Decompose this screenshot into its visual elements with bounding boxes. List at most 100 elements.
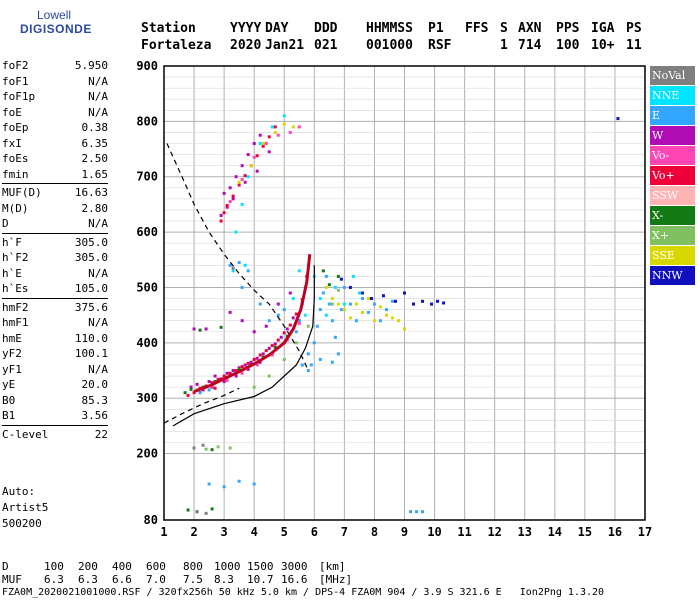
param-value: 2.50 xyxy=(81,152,109,165)
param-row: fmin 1.65 xyxy=(2,167,108,183)
data-point xyxy=(219,325,223,329)
header-label-10: IGA xyxy=(591,21,615,36)
data-point xyxy=(219,213,223,217)
param-value: 20.0 xyxy=(81,378,109,391)
data-point xyxy=(228,446,232,450)
data-point xyxy=(204,511,208,515)
data-point xyxy=(225,205,229,209)
muf-value: 16.6 xyxy=(281,573,308,586)
legend-item-x: X- xyxy=(650,206,695,225)
param-value: N/A xyxy=(88,217,108,230)
legend-item-sse: SSE xyxy=(650,246,695,265)
param-row: yF1 N/A xyxy=(2,362,108,378)
param-row: foF2 5.950 xyxy=(2,58,108,74)
data-point xyxy=(390,299,394,303)
data-point xyxy=(378,305,382,309)
data-point xyxy=(273,130,277,134)
data-point xyxy=(231,197,235,201)
data-point xyxy=(384,308,388,312)
data-point xyxy=(309,363,313,367)
data-point xyxy=(252,482,256,486)
muf-value: [MHz] xyxy=(319,573,353,586)
data-point xyxy=(282,331,286,335)
data-point xyxy=(267,150,271,154)
x-tick-label: 3 xyxy=(221,525,228,539)
header-value-11: 11 xyxy=(626,38,642,53)
header-value-1: 2020 xyxy=(230,38,262,53)
param-row: hmF1 N/A xyxy=(2,315,108,331)
profile-curve xyxy=(172,265,315,427)
param-value: N/A xyxy=(88,90,108,103)
param-key: foE xyxy=(2,105,22,119)
y-tick-label: 800 xyxy=(136,114,158,128)
param-row: foEs 2.50 xyxy=(2,151,108,167)
header-label-8: AXN xyxy=(518,21,542,36)
data-point xyxy=(258,353,262,357)
data-point xyxy=(258,360,262,364)
data-point xyxy=(225,204,229,208)
param-value: 110.0 xyxy=(74,331,108,345)
data-point xyxy=(240,178,244,181)
param-row: D N/A xyxy=(2,216,108,232)
data-point xyxy=(231,369,235,373)
data-point xyxy=(222,211,226,215)
header-label-0: Station xyxy=(141,21,196,36)
param-value: 305.0 xyxy=(74,251,108,264)
data-point xyxy=(189,387,193,391)
param-value: 22 xyxy=(94,427,108,441)
param-key: MUF(D) xyxy=(2,186,42,199)
param-key: foF2 xyxy=(2,59,29,72)
data-point xyxy=(267,346,271,350)
data-point xyxy=(207,482,211,486)
param-row: foF1 N/A xyxy=(2,74,108,90)
data-point xyxy=(616,117,620,121)
data-point xyxy=(243,263,247,267)
legend-item-nnw: NNW xyxy=(650,266,695,285)
legend-item-vo: Vo+ xyxy=(650,166,695,185)
param-row: M(D) 2.80 xyxy=(2,201,108,217)
header-value-9: 100 xyxy=(556,38,580,53)
data-point xyxy=(246,367,250,371)
data-point xyxy=(390,316,394,320)
param-value: N/A xyxy=(88,74,108,88)
param-row: fxI 6.35 xyxy=(2,136,108,152)
header-label-4: HHMMSS xyxy=(366,21,413,36)
param-value: 100.1 xyxy=(74,347,108,360)
data-point xyxy=(228,200,232,204)
data-point xyxy=(237,183,241,187)
x-tick-label: 10 xyxy=(427,525,441,539)
data-point xyxy=(261,352,265,356)
data-point xyxy=(207,380,211,384)
logo-lowell: Lowell xyxy=(37,8,72,22)
data-point xyxy=(267,374,271,378)
data-point xyxy=(291,125,295,129)
legend-item-w: W xyxy=(650,126,695,145)
data-point xyxy=(192,391,196,395)
param-separator xyxy=(2,297,108,299)
data-point xyxy=(351,274,355,278)
data-point xyxy=(198,328,202,332)
y-tick-label: 400 xyxy=(136,336,158,350)
data-point xyxy=(255,169,259,173)
data-point xyxy=(285,327,289,331)
param-key: foF1 xyxy=(2,74,29,88)
data-point xyxy=(294,341,298,345)
profile-curve xyxy=(193,254,312,394)
param-separator xyxy=(2,183,108,184)
data-point xyxy=(237,479,241,483)
data-point xyxy=(261,142,265,146)
data-point xyxy=(234,175,238,179)
data-point xyxy=(318,308,322,312)
data-point xyxy=(384,313,388,317)
data-point xyxy=(261,144,265,148)
data-point xyxy=(264,349,268,353)
param-row: h`E N/A xyxy=(2,266,108,282)
data-point xyxy=(336,288,340,292)
data-point xyxy=(252,142,256,146)
data-point xyxy=(240,202,244,206)
x-tick-label: 1 xyxy=(160,525,167,539)
auto-scaling-info: Auto: Artist5 500200 xyxy=(2,484,48,532)
data-point xyxy=(249,164,253,168)
param-value: 2.80 xyxy=(81,201,109,215)
